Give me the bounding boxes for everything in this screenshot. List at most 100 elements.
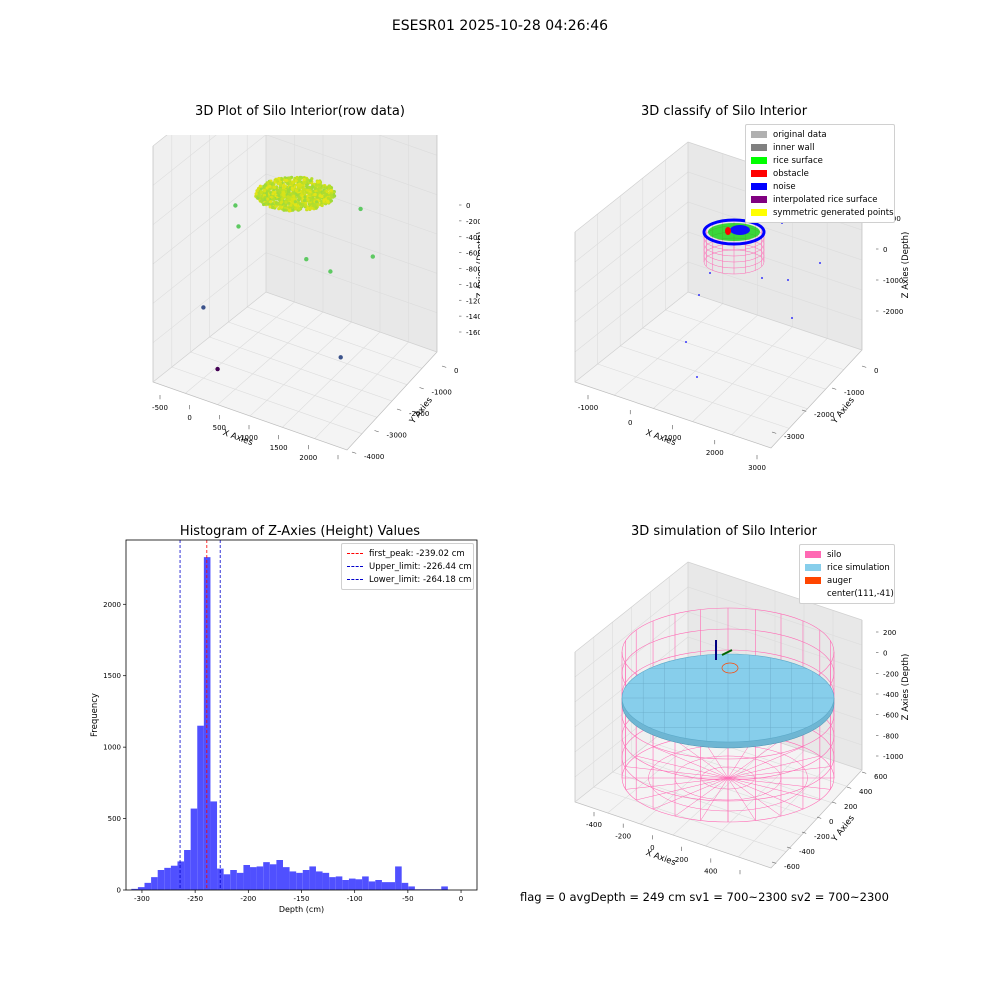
legend-item: noise	[751, 180, 889, 193]
histogram-bar	[144, 882, 152, 890]
noise-point	[685, 341, 687, 343]
x-axis-label: X Axies	[644, 848, 677, 868]
x-axis-tick-label: 500	[213, 424, 226, 432]
auger-marker	[721, 662, 739, 674]
histogram-bar	[381, 882, 389, 890]
legend-label: first_peak: -239.02 cm	[369, 548, 465, 559]
grid-line	[665, 309, 844, 370]
histogram-bar	[302, 870, 310, 890]
legend-line-sample	[347, 579, 363, 580]
legend-label: noise	[773, 181, 796, 192]
center-marker	[721, 649, 733, 656]
y-axis-tick	[801, 409, 807, 412]
y-axis-tick	[441, 365, 447, 368]
legend-label: original data	[773, 129, 827, 140]
histogram-bar	[137, 887, 145, 890]
data-point	[215, 366, 220, 372]
y-axis-tick	[786, 846, 792, 849]
grid-line	[642, 327, 826, 390]
legend-swatch	[751, 196, 767, 203]
histogram-bar	[296, 872, 303, 890]
y-axis-label: Frequency	[90, 693, 100, 737]
histogram-bar	[329, 877, 336, 890]
classified-silo	[702, 218, 766, 275]
grid-line	[692, 326, 793, 422]
x-axis-tick-label: 600	[733, 879, 746, 880]
data-point	[370, 254, 375, 259]
x-axis-tick-label: 2000	[299, 454, 317, 462]
histogram-bar	[217, 868, 224, 890]
y-axis-tick-label: 0	[874, 367, 878, 375]
legend-item: Upper_limit: -226.44 cm	[347, 560, 472, 573]
depth-histogram[interactable]: -300 -250 -200 -150 -100 -50 0 0 500 1000 1500 2000…	[80, 535, 490, 920]
legend-item: rice simulation	[805, 561, 890, 574]
x-tick-label: 0	[459, 895, 463, 903]
histogram-bar	[322, 872, 330, 890]
histogram-bar	[256, 866, 264, 890]
z-axis-tick-label: -400	[883, 691, 899, 699]
z-axis-tick-label: -1600	[466, 329, 480, 337]
z-axis-tick-label: -800	[883, 732, 899, 740]
y-axis-tick	[831, 387, 837, 390]
legend-label: silo	[827, 549, 842, 560]
y-axis-tick-label: -1000	[432, 389, 452, 397]
panel3-title: Histogram of Z-Axies (Height) Values	[179, 524, 421, 539]
histogram-bar	[355, 879, 363, 890]
histogram-bar	[401, 882, 409, 890]
grid-line	[731, 338, 828, 436]
histogram-bar	[342, 880, 349, 890]
x-tick-label: -300	[134, 895, 150, 903]
histogram-bar	[408, 886, 415, 890]
legend-swatch	[805, 564, 821, 571]
histogram-bar	[362, 876, 369, 890]
legend-swatch	[805, 577, 821, 584]
z-axis-tick-label: 0	[883, 246, 887, 254]
histogram-bar	[269, 864, 277, 890]
legend-item: first_peak: -239.02 cm	[347, 547, 468, 560]
grid-line	[620, 345, 808, 410]
y-axis-tick-label: 600	[874, 773, 887, 781]
x-axis-tick-label: -500	[152, 404, 168, 412]
histogram-bar	[230, 870, 237, 890]
z-axis-tick-label: -1400	[466, 313, 480, 321]
box-edge	[574, 200, 863, 449]
legend-label: Lower_limit: -264.18 cm	[369, 574, 472, 585]
histogram-bar	[151, 877, 158, 890]
data-point	[304, 257, 309, 262]
histogram-bar	[223, 874, 231, 890]
x-axis-tick-label: 0	[628, 419, 632, 427]
histogram-bar	[289, 871, 297, 890]
histogram-bar	[395, 866, 402, 890]
y-axis-tick	[351, 451, 357, 454]
legend-item: original data	[751, 128, 889, 141]
legend-item: interpolated rice surface	[751, 193, 889, 206]
x-axis-tick-label: 400	[704, 867, 717, 875]
legend-item: center(111,-41)	[805, 587, 894, 600]
legend-swatch	[805, 551, 821, 558]
simulation-3d-plot[interactable]: -400-2000200400600-600-400-2000200400600…	[565, 555, 915, 880]
x-axis-label: Depth (cm)	[279, 905, 324, 914]
rice-surface-cloud	[254, 175, 337, 213]
histogram-bar	[315, 871, 323, 890]
x-axis-tick-label: 1500	[270, 444, 288, 452]
z-axis-tick-label: -1000	[883, 277, 903, 285]
y-axis-tick-label: -2000	[409, 410, 429, 418]
simulation-legend: silo rice simulation auger center(111,-41)	[799, 544, 895, 604]
legend-swatch	[751, 170, 767, 177]
floor-pane	[575, 712, 862, 868]
floor-pane	[575, 292, 862, 448]
z-axis-label: Z Axies (Depth)	[901, 232, 910, 299]
histogram-bar	[368, 881, 376, 890]
y-axis-tick	[396, 408, 402, 411]
noise-point	[709, 272, 711, 274]
legend-swatch	[751, 209, 767, 216]
legend-label: inner wall	[773, 142, 815, 153]
y-axis-tick	[816, 816, 822, 819]
y-axis-tick-label: -400	[799, 848, 815, 856]
y-axis-tick	[419, 387, 424, 390]
histogram-bar	[282, 867, 290, 890]
legend-label: rice simulation	[827, 562, 890, 573]
x-axis-tick-label: 2000	[706, 449, 724, 457]
raw-data-3d-plot[interactable]: -50005001000150020002500-4000-3000-2000-…	[140, 135, 480, 465]
legend-label: center(111,-41)	[827, 588, 894, 599]
